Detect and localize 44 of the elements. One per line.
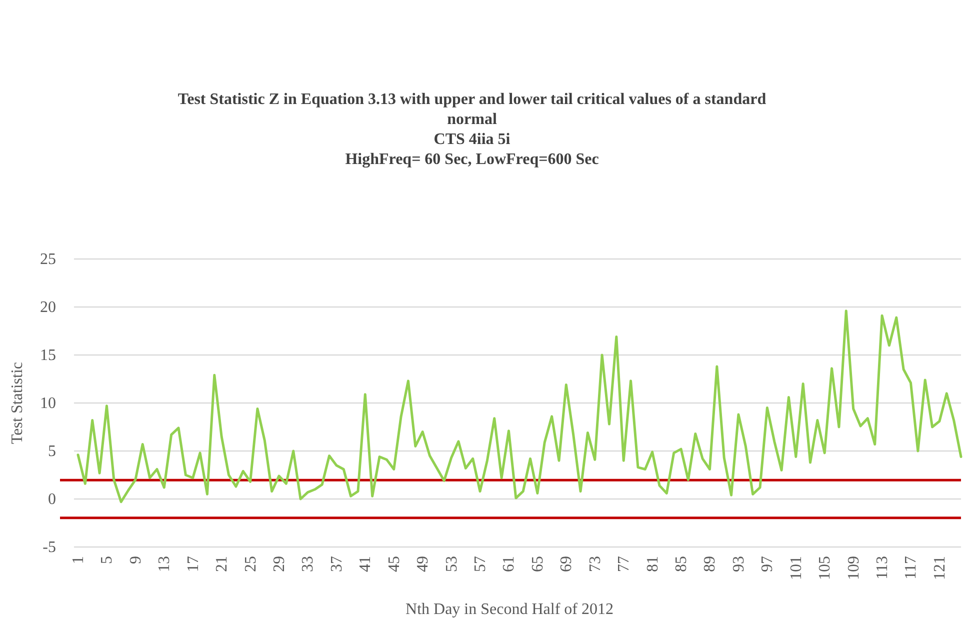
x-tick-label: 41 [357, 556, 374, 572]
x-tick-label: 57 [472, 556, 490, 572]
x-tick-label: 49 [414, 556, 432, 572]
x-tick-label: 17 [184, 556, 202, 572]
x-tick-label: 85 [673, 556, 690, 572]
x-tick-label: 45 [386, 556, 403, 572]
x-tick-label: 33 [300, 556, 317, 572]
y-tick-label: 20 [40, 299, 56, 316]
x-axis-title: Nth Day in Second Half of 2012 [406, 601, 614, 618]
x-tick-label: 25 [242, 556, 260, 572]
y-tick-label: 5 [48, 443, 56, 460]
x-tick-label: 109 [845, 556, 862, 580]
x-tick-label: 93 [730, 556, 748, 572]
x-tick-label: 77 [616, 556, 633, 572]
line-series [76, 310, 962, 504]
x-tick-label: 101 [788, 556, 805, 580]
x-tick-label: 89 [702, 556, 719, 572]
y-tick-label: -5 [42, 539, 56, 556]
x-tick-label: 61 [500, 556, 518, 572]
x-tick-label: 105 [816, 556, 834, 580]
x-tick-label: 97 [759, 556, 776, 572]
x-tick-label: 21 [214, 556, 231, 572]
y-tick-label: 25 [40, 251, 56, 268]
x-tick-label: 73 [586, 556, 604, 572]
x-tick-label: 53 [443, 556, 460, 572]
x-tick-label: 81 [644, 556, 662, 572]
x-tick-label: 69 [558, 556, 576, 572]
y-tick-label: 0 [48, 491, 56, 508]
x-tick-label: 9 [127, 556, 144, 564]
x-tick-label: 5 [98, 556, 116, 564]
x-tick-label: 65 [529, 556, 546, 572]
y-tick-label: 15 [40, 347, 56, 364]
x-tick-label: 121 [931, 556, 948, 580]
x-tick-label: 1 [70, 556, 87, 564]
y-axis-title: Test Statistic [9, 362, 26, 444]
x-tick-label: 13 [156, 556, 174, 572]
y-tick-label: 10 [40, 395, 56, 412]
chart-title: Test Statistic Z in Equation 3.13 with upper and lower tail critical values of a standard normal [178, 91, 766, 128]
x-tick-label: 29 [271, 556, 288, 572]
x-tick-label: 113 [874, 556, 892, 580]
text: HighFreq= 60 Sec, LowFreq=600 Sec [345, 151, 599, 168]
chart-subtitle: CTS 4iia 5i [434, 131, 511, 148]
x-tick-label: 37 [328, 556, 346, 572]
x-tick-label: 117 [902, 556, 920, 580]
